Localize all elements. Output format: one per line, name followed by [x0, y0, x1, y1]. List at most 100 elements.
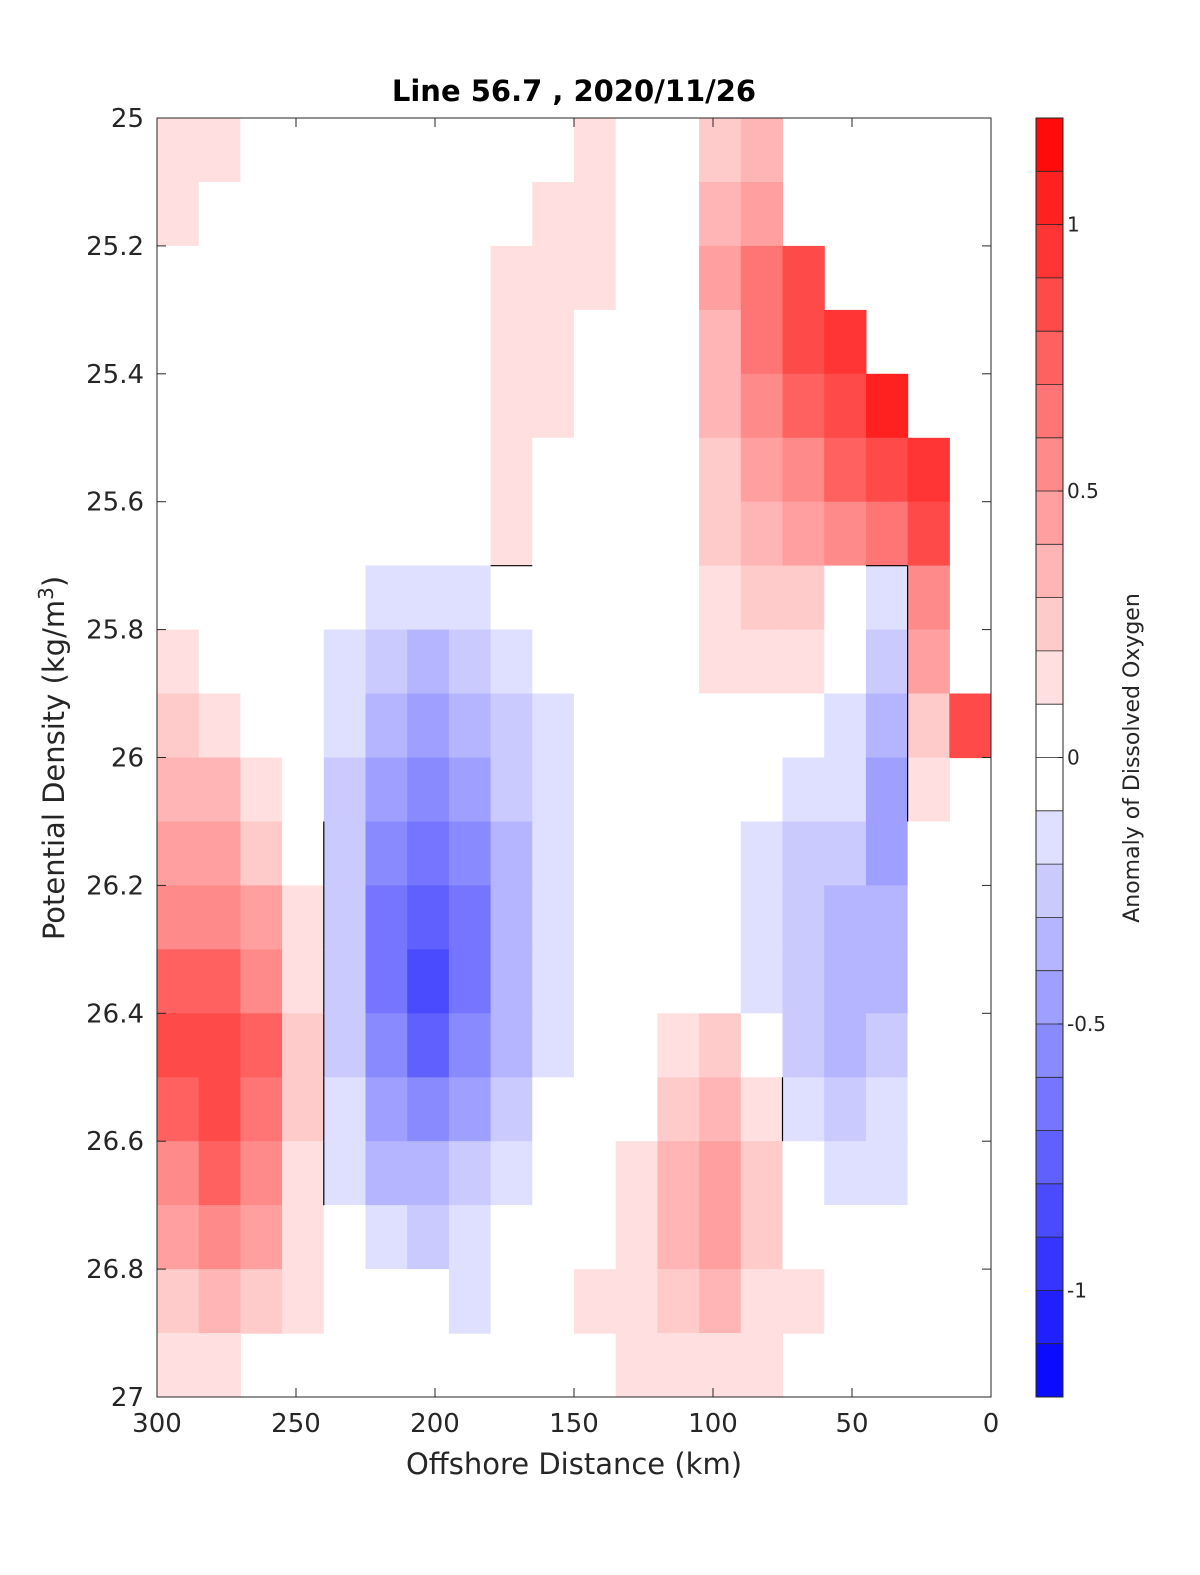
heatmap-cell [699, 309, 742, 375]
heatmap-cell [699, 118, 742, 183]
heatmap-cell [657, 501, 700, 567]
heatmap-cell [282, 565, 325, 631]
heatmap-cell [490, 118, 533, 183]
colorbar-segment [1036, 970, 1063, 1025]
heatmap-cell [448, 437, 492, 503]
heatmap-cell [699, 373, 742, 439]
heatmap-cell [615, 1205, 658, 1270]
heatmap-cell [907, 821, 950, 887]
heatmap-cell [157, 118, 200, 183]
heatmap-cell [323, 182, 367, 247]
heatmap-cell [574, 1077, 617, 1142]
y-tick-label: 26.8 [86, 1255, 144, 1285]
heatmap-cell [198, 182, 241, 247]
heatmap-cell [615, 437, 658, 503]
heatmap-cell [448, 757, 492, 823]
heatmap-cell [240, 757, 283, 823]
heatmap-cell [365, 1269, 408, 1334]
heatmap-cell [490, 1269, 533, 1334]
heatmap-cell [824, 1077, 867, 1142]
heatmap-cell [490, 565, 533, 631]
colorbar-ticks: 1 0.5 0 -0.5 -1 [1058, 213, 1106, 1302]
heatmap-cell [365, 949, 408, 1014]
heatmap-cell [574, 1269, 617, 1334]
heatmap-cell [907, 565, 950, 631]
colorbar-segment [1036, 437, 1063, 492]
heatmap-cell [157, 501, 200, 567]
heatmap-cell [865, 565, 909, 631]
heatmap-cell [865, 373, 909, 439]
heatmap-cell [824, 1205, 867, 1270]
heatmap-cell [407, 501, 450, 567]
heatmap-cell [407, 182, 450, 247]
heatmap-cell [907, 1077, 950, 1142]
heatmap-cell [490, 373, 533, 439]
y-tick-label: 26.4 [86, 999, 144, 1029]
heatmap-cell [240, 821, 283, 887]
heatmap-cell [282, 949, 325, 1014]
heatmap-cell [782, 821, 825, 887]
heatmap-cell [865, 949, 909, 1014]
heatmap-cell [782, 565, 825, 631]
y-tick-label: 25.6 [86, 488, 144, 518]
chart-title: Line 56.7 , 2020/11/26 [392, 74, 756, 108]
heatmap-cell [323, 1269, 367, 1334]
heatmap-cell [574, 245, 617, 311]
colorbar-segment [1036, 1290, 1063, 1345]
heatmap-cell [448, 629, 492, 695]
heatmap-cell [907, 693, 950, 759]
heatmap-cell [740, 1333, 784, 1397]
colorbar-segment [1036, 1130, 1063, 1185]
heatmap-cell [198, 437, 241, 503]
heatmap-cell [865, 1205, 909, 1270]
heatmap-cell [865, 885, 909, 950]
heatmap-cell [282, 629, 325, 695]
heatmap-cell [198, 309, 241, 375]
heatmap-cell [532, 1077, 575, 1142]
heatmap-cell [615, 182, 658, 247]
heatmap-cell [490, 245, 533, 311]
heatmap-cell [198, 885, 241, 950]
heatmap-cell [365, 1141, 408, 1206]
heatmap-cell [574, 949, 617, 1014]
heatmap-cell [699, 693, 742, 759]
heatmap-cell [448, 693, 492, 759]
heatmap-cell [532, 437, 575, 503]
heatmap-cell [407, 949, 450, 1014]
heatmap-cell [574, 1013, 617, 1078]
heatmap-cell [949, 693, 991, 759]
heatmap-cell [657, 245, 700, 311]
heatmap-cell [824, 437, 867, 503]
heatmap-cell [615, 757, 658, 823]
heatmap-cell [407, 1077, 450, 1142]
heatmap-cell [574, 1205, 617, 1270]
heatmap-cell [365, 1077, 408, 1142]
heatmap-cell [490, 629, 533, 695]
colorbar-segment [1036, 864, 1063, 918]
heatmap-cell [865, 1013, 909, 1078]
heatmap-cell [824, 693, 867, 759]
heatmap-cell [699, 437, 742, 503]
heatmap-cell [574, 373, 617, 439]
heatmap-cell [448, 1013, 492, 1078]
heatmap-cell [907, 1141, 950, 1206]
heatmap-cell [615, 629, 658, 695]
colorbar-segment [1036, 224, 1063, 279]
heatmap-cell [407, 565, 450, 631]
heatmap-cell [824, 309, 867, 375]
heatmap-cell [699, 1013, 742, 1078]
heatmap-cell [157, 821, 200, 887]
y-tick-label: 26.2 [86, 871, 144, 901]
heatmap-cell [198, 1269, 241, 1334]
heatmap-cell [865, 629, 909, 695]
heatmap-cell [574, 501, 617, 567]
heatmap-cell [574, 118, 617, 183]
heatmap-cell [407, 757, 450, 823]
heatmap-cell [657, 1333, 700, 1397]
heatmap-cell [323, 885, 367, 950]
heatmap-cell [782, 245, 825, 311]
heatmap-cell [574, 629, 617, 695]
heatmap-cell [323, 565, 367, 631]
heatmap-cell [740, 373, 784, 439]
